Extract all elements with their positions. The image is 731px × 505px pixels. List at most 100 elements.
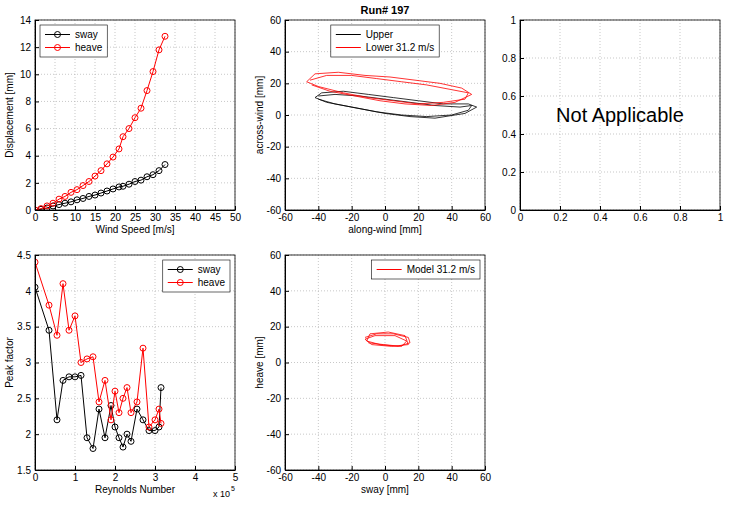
tick-mark	[35, 255, 39, 256]
plot-frame	[35, 255, 235, 470]
marker	[162, 33, 168, 39]
marker	[86, 179, 92, 185]
grid-line-x	[115, 20, 116, 210]
tick-mark	[452, 206, 453, 210]
y-axis: -60-40-200204060	[267, 15, 289, 216]
tick-mark	[55, 206, 56, 210]
tick-label: -40	[267, 429, 282, 440]
plot-frame	[285, 255, 485, 470]
plot-background	[520, 20, 720, 210]
tick: -20	[267, 141, 289, 152]
marker	[162, 162, 168, 168]
grid-line-y	[35, 434, 235, 435]
tick-label: 6	[25, 123, 31, 134]
panel: 0510152025303540455002468101214Wind Spee…	[4, 15, 241, 235]
marker	[116, 435, 122, 441]
marker	[144, 174, 150, 180]
tick: 60	[270, 250, 289, 261]
marker	[138, 177, 144, 183]
tick-mark	[285, 178, 289, 179]
tick: 1	[718, 206, 724, 223]
tick-label: 40	[447, 472, 459, 483]
grid-line-y	[35, 101, 235, 102]
marker	[120, 183, 126, 189]
tick-label: 0	[33, 472, 39, 483]
marker	[104, 188, 110, 194]
legend-label: Model 31.2 m/s	[407, 264, 475, 275]
tick: 0	[383, 466, 389, 483]
tick: 4	[25, 286, 39, 297]
tick-label: 1	[718, 212, 724, 223]
tick-label: 20	[110, 212, 122, 223]
grid	[520, 20, 720, 210]
tick: 0	[275, 110, 289, 121]
marker	[156, 406, 162, 412]
tick-mark	[520, 96, 524, 97]
panel: 0123451.522.533.544.5Reynolds NumberPeak…	[4, 250, 239, 499]
tick-label: 10	[70, 212, 82, 223]
marker	[128, 438, 134, 444]
tick-label: 3.5	[17, 321, 31, 332]
tick: -40	[312, 206, 327, 223]
tick-label: 60	[480, 212, 492, 223]
tick-mark	[285, 20, 289, 21]
tick-label: 12	[20, 42, 32, 53]
legend-swatch	[45, 34, 70, 35]
plot-frame	[285, 20, 485, 210]
tick-mark	[35, 101, 39, 102]
tick-mark	[485, 466, 486, 470]
marker	[146, 424, 152, 430]
legend-box	[372, 260, 480, 279]
grid-line-y	[35, 362, 235, 363]
grid-line-x	[175, 20, 176, 210]
series-line	[307, 72, 472, 105]
tick-mark	[285, 255, 289, 256]
axis-line	[520, 21, 521, 211]
grid	[285, 20, 485, 210]
marker	[150, 172, 156, 178]
tick-mark	[195, 206, 196, 210]
title: Run# 197	[361, 4, 410, 16]
legend-marker	[55, 32, 61, 38]
tick-mark	[485, 206, 486, 210]
tick-mark	[285, 434, 289, 435]
marker	[138, 105, 144, 111]
x-axis-title: Wind Speed [m/s]	[96, 224, 175, 235]
tick-label: 40	[447, 212, 459, 223]
tick-mark	[35, 470, 39, 471]
y-axis: 02468101214	[20, 15, 39, 216]
marker	[96, 399, 102, 405]
tick: -40	[267, 173, 289, 184]
legend-marker	[177, 280, 183, 286]
y-axis-title: Peak factor	[4, 337, 15, 388]
series-line	[35, 287, 161, 448]
tick-mark	[155, 466, 156, 470]
data	[35, 33, 168, 210]
plot-background	[35, 255, 235, 470]
series-line	[365, 332, 410, 346]
marker	[62, 200, 68, 206]
tick-label: 45	[210, 212, 222, 223]
marker	[62, 193, 68, 199]
tick-mark	[35, 74, 39, 75]
tick: 0	[275, 357, 289, 368]
tick-mark	[285, 210, 289, 211]
tick-label: 0.2	[554, 212, 568, 223]
grid-line-y	[35, 182, 235, 183]
tick-label: 35	[170, 212, 182, 223]
tick-mark	[285, 52, 289, 53]
tick: -20	[345, 206, 360, 223]
tick-mark	[35, 210, 39, 211]
legend-label: sway	[198, 264, 221, 275]
plot-background	[285, 255, 485, 470]
tick: 40	[270, 46, 289, 57]
tick: -40	[267, 429, 289, 440]
tick: 0	[510, 205, 524, 216]
tick: 25	[130, 206, 142, 223]
tick-mark	[452, 466, 453, 470]
legend-marker	[177, 267, 183, 273]
tick: 40	[447, 466, 459, 483]
axis-line	[521, 210, 721, 211]
tick-mark	[520, 20, 524, 21]
legend-swatch	[168, 269, 193, 270]
